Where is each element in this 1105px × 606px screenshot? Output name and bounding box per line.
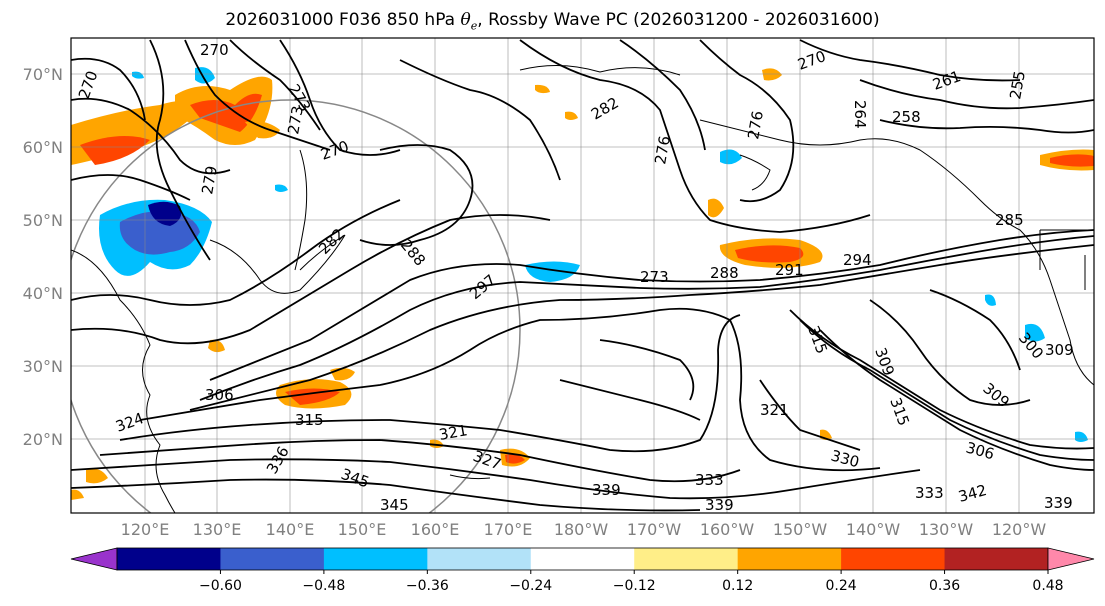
contour-label: 333 xyxy=(695,471,724,489)
negative-anomaly-shading xyxy=(99,67,1088,442)
contour-label: 276 xyxy=(651,134,674,165)
theta-e-contours xyxy=(71,39,1094,512)
contour-label: 273 xyxy=(284,104,307,135)
colorbar-tick-label: 0.12 xyxy=(722,578,753,594)
lon-label: 140°W xyxy=(846,520,901,539)
colorbar-tick-label: −0.48 xyxy=(302,578,345,594)
colorbar-cell xyxy=(530,548,635,570)
lon-label: 150°W xyxy=(773,520,828,539)
contour-label: 270 xyxy=(200,41,229,59)
map-title: 2026031000 F036 850 hPa θe, Rossby Wave … xyxy=(225,10,880,33)
contour-label: 339 xyxy=(1044,494,1073,512)
colorbar-extend-min xyxy=(70,547,118,571)
contour-label: 306 xyxy=(205,386,234,404)
lon-label: 120°E xyxy=(121,520,170,539)
contour-label: 294 xyxy=(843,251,872,269)
colorbar-tick-label: −0.12 xyxy=(613,578,656,594)
contour-label: 315 xyxy=(295,411,324,429)
colorbar-cell xyxy=(427,548,532,570)
colorbar-tick-label: 0.48 xyxy=(1032,578,1063,594)
colorbar-tick-label: 0.36 xyxy=(929,578,960,594)
contour-label: 339 xyxy=(705,496,734,514)
contour-label: 291 xyxy=(775,261,804,279)
colorbar-cell xyxy=(634,548,739,570)
colorbar-tick-label: −0.24 xyxy=(509,578,552,594)
map-frame xyxy=(70,37,1095,514)
longitude-labels: 120°E 130°E 140°E 150°E 160°E 170°E 180°… xyxy=(121,520,1047,539)
lon-label: 140°E xyxy=(266,520,315,539)
lon-label: 160°W xyxy=(700,520,755,539)
contour-label: 255 xyxy=(1006,69,1029,100)
contour-label: 333 xyxy=(915,484,944,502)
lon-label: 130°W xyxy=(919,520,974,539)
contour-label: 279 xyxy=(198,164,221,195)
lon-label: 180°W xyxy=(554,520,609,539)
contour-label: 288 xyxy=(710,264,739,282)
lat-label: 50°N xyxy=(23,211,63,230)
contour-label: 273 xyxy=(640,268,669,286)
colorbar-cell xyxy=(323,548,428,570)
lon-label: 120°W xyxy=(992,520,1047,539)
lat-label: 60°N xyxy=(23,138,63,157)
colorbar-tick-label: −0.60 xyxy=(199,578,242,594)
colorbar-cell xyxy=(220,548,325,570)
lon-label: 130°E xyxy=(193,520,242,539)
colorbar-cell xyxy=(737,548,842,570)
latitude-labels: 70°N 60°N 50°N 40°N 30°N 20°N xyxy=(23,65,63,449)
contour-label: 276 xyxy=(744,109,767,140)
colorbar-cell xyxy=(944,548,1049,570)
contour-label: 309 xyxy=(1045,341,1074,359)
contour-label: 345 xyxy=(380,496,409,514)
colorbar: −0.60 −0.48 −0.36 −0.24 −0.12 0.12 0.24 0.36 0.4… xyxy=(70,547,1095,594)
lon-label: 170°E xyxy=(484,520,533,539)
contour-label: 264 xyxy=(851,100,869,129)
lon-label: 160°E xyxy=(411,520,460,539)
coastlines xyxy=(71,65,1094,513)
contour-label: 321 xyxy=(760,401,789,419)
contour-label: 285 xyxy=(995,211,1024,229)
lat-label: 40°N xyxy=(23,284,63,303)
colorbar-cell xyxy=(841,548,946,570)
wave-region-circle xyxy=(71,99,521,513)
contour-label: 321 xyxy=(438,421,469,444)
contour-label: 258 xyxy=(892,108,921,126)
colorbar-tick-label: 0.24 xyxy=(826,578,857,594)
colorbar-cell xyxy=(117,548,221,570)
contour-label: 339 xyxy=(592,481,621,499)
lon-label: 150°E xyxy=(338,520,387,539)
lat-label: 20°N xyxy=(23,430,63,449)
colorbar-tick-label: −0.36 xyxy=(406,578,449,594)
map-plot-area xyxy=(71,38,1094,513)
lat-label: 70°N xyxy=(23,65,63,84)
lat-label: 30°N xyxy=(23,357,63,376)
colorbar-extend-max xyxy=(1047,547,1095,571)
lon-label: 170°W xyxy=(627,520,682,539)
